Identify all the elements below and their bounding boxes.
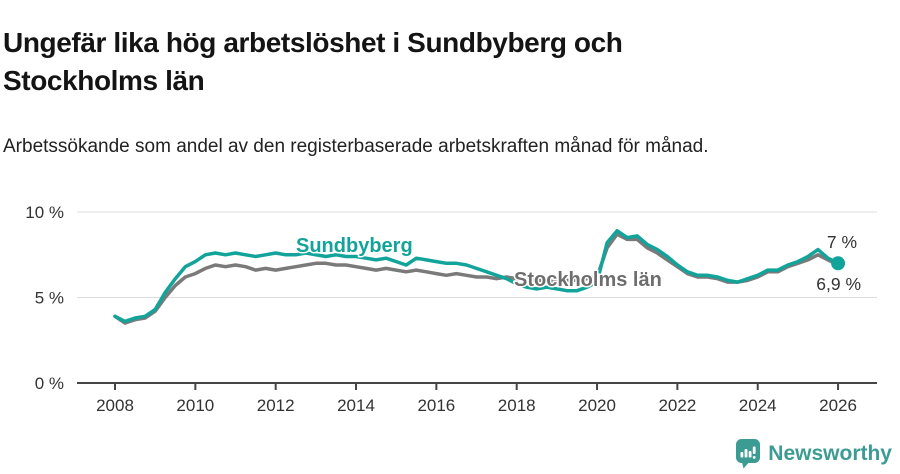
x-tick-label: 2016 xyxy=(417,396,455,415)
x-tick-label: 2018 xyxy=(498,396,536,415)
series-label: Sundbyberg xyxy=(296,235,413,257)
newsworthy-logo-icon xyxy=(736,439,761,469)
y-tick-label: 0 % xyxy=(35,374,64,393)
x-tick-label: 2014 xyxy=(337,396,375,415)
series-line-sundbyberg xyxy=(113,229,840,324)
x-tick-label: 2008 xyxy=(96,396,134,415)
end-value-label: 7 % xyxy=(827,232,857,252)
x-tick-label: 2022 xyxy=(658,396,696,415)
page-title: Ungefär lika hög arbetslöshet i Sundbybe… xyxy=(3,26,623,96)
series-line-stockholms-lan xyxy=(113,232,840,325)
line-chart: 0 % 5 % 10 % 2008 2010 2012 2014 2016 2018 2020 20… xyxy=(0,190,900,435)
series-label: Stockholms län xyxy=(514,269,662,291)
x-tick-label: 2024 xyxy=(739,396,777,415)
y-tick-label: 10 % xyxy=(25,203,64,222)
chart-subtitle: Arbetssökande som andel av den registerb… xyxy=(3,136,709,157)
end-point-marker xyxy=(831,256,846,271)
chart-canvas: 0 % 5 % 10 % 2008 2010 2012 2014 2016 2018 2020 20… xyxy=(25,203,877,415)
x-tick-label: 2026 xyxy=(819,396,857,415)
x-tick-label: 2012 xyxy=(257,396,295,415)
brand-name: Newsworthy xyxy=(768,442,892,465)
brand-footer: Newsworthy xyxy=(736,439,892,469)
y-tick-label: 5 % xyxy=(35,289,64,308)
end-value-label: 6,9 % xyxy=(816,274,861,294)
x-tick-label: 2010 xyxy=(176,396,214,415)
x-tick-label: 2020 xyxy=(578,396,616,415)
